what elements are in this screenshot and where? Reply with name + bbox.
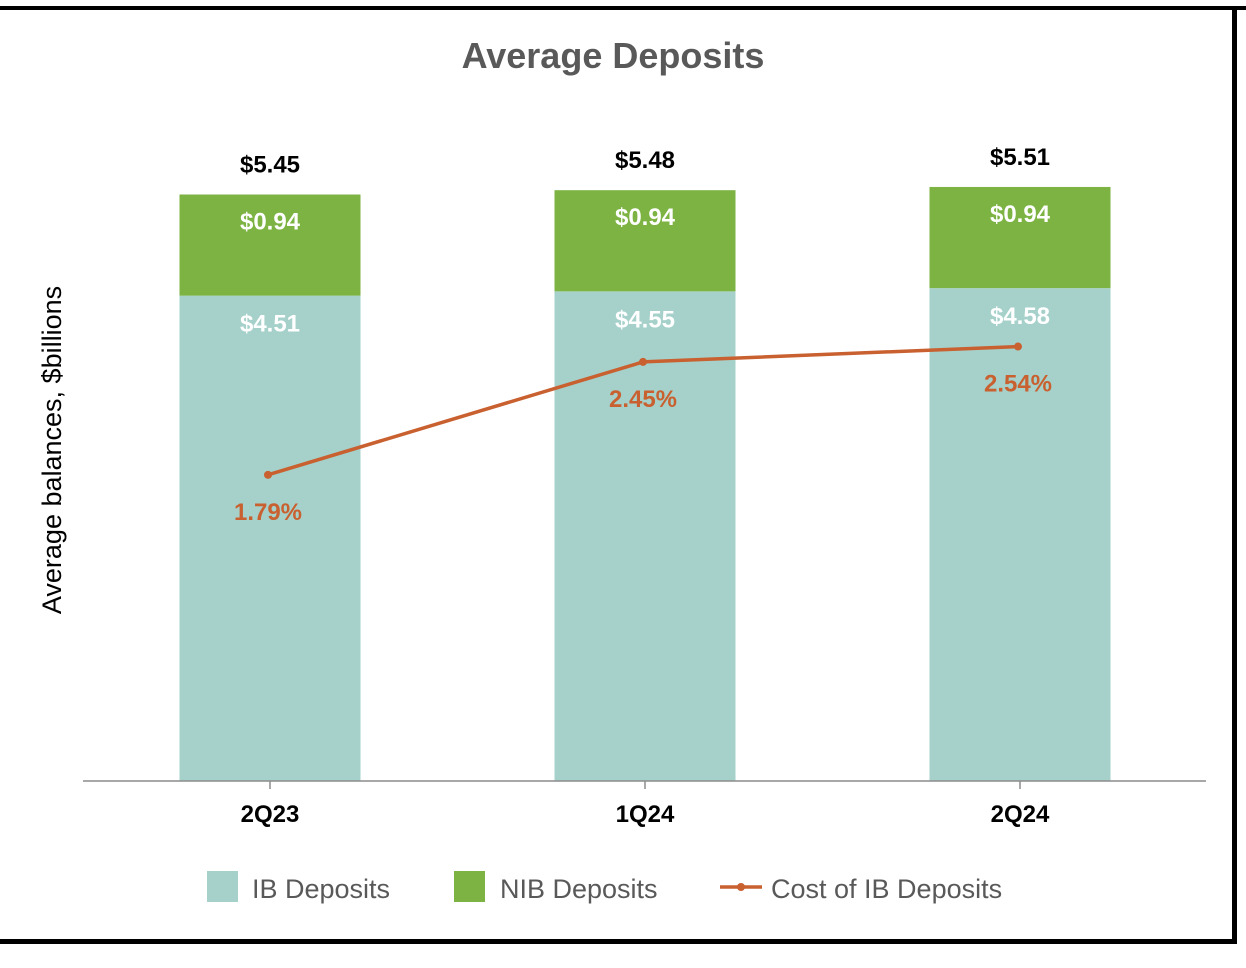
cost-label-1Q24: 2.45% xyxy=(609,386,677,413)
legend: IB Deposits NIB Deposits Cost of IB Deposi… xyxy=(207,871,1002,904)
legend-label-ib-deposits: IB Deposits xyxy=(252,874,390,904)
bar-nib-deposits-2Q24 xyxy=(929,186,1111,289)
legend-marker-cost xyxy=(737,883,745,891)
x-axis-ticks: 2Q23 1Q24 2Q24 xyxy=(241,781,1050,828)
bar-nib-deposits-1Q24 xyxy=(554,190,736,292)
ib-value-label-2Q23: $4.51 xyxy=(240,311,300,338)
nib-value-label-2Q24: $0.94 xyxy=(990,201,1051,228)
bars-group xyxy=(179,186,1111,781)
x-tick-label-1Q24: 1Q24 xyxy=(616,801,675,828)
nib-value-label-1Q24: $0.94 xyxy=(615,204,676,231)
bar-nib-deposits-2Q23 xyxy=(179,194,361,296)
cost-point-1Q24 xyxy=(639,357,647,366)
legend-label-nib-deposits: NIB Deposits xyxy=(500,874,658,904)
legend-label-cost-of-ib-deposits: Cost of IB Deposits xyxy=(771,874,1002,904)
bar-ib-deposits-1Q24 xyxy=(554,291,736,781)
frame-border-bottom xyxy=(0,939,1237,944)
frame-border-right xyxy=(1232,6,1237,944)
legend-swatch-nib-deposits xyxy=(454,871,485,902)
legend-swatch-ib-deposits xyxy=(207,871,238,902)
data-labels-group: $5.45 $0.94 $4.51 $5.48 $0.94 $4.55 $5.51 $0.94… xyxy=(234,144,1052,526)
cost-label-2Q23: 1.79% xyxy=(234,499,302,526)
y-axis-label: Average balances, $billions xyxy=(37,286,67,614)
x-tick-label-2Q24: 2Q24 xyxy=(991,801,1050,828)
cost-point-2Q24 xyxy=(1014,342,1022,351)
ib-value-label-2Q24: $4.58 xyxy=(990,303,1050,330)
bar-ib-deposits-2Q23 xyxy=(179,295,361,781)
total-label-2Q23: $5.45 xyxy=(240,151,300,178)
cost-point-2Q23 xyxy=(264,470,272,479)
ib-value-label-1Q24: $4.55 xyxy=(615,306,675,333)
x-tick-label-2Q23: 2Q23 xyxy=(241,801,300,828)
total-label-2Q24: $5.51 xyxy=(990,144,1050,171)
cost-label-2Q24: 2.54% xyxy=(984,371,1052,398)
cost-line-group xyxy=(264,342,1022,479)
frame-border-top xyxy=(0,6,1246,10)
bar-ib-deposits-2Q24 xyxy=(929,288,1111,781)
chart-title: Average Deposits xyxy=(462,35,765,76)
total-label-1Q24: $5.48 xyxy=(615,147,675,174)
nib-value-label-2Q23: $0.94 xyxy=(240,208,301,235)
